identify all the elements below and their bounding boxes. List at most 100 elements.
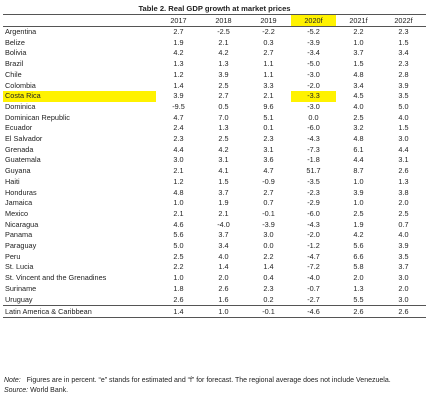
value-cell: -3.5	[307, 176, 320, 186]
value-cell: 4.4	[398, 144, 409, 154]
value-cell: 2.6	[336, 305, 381, 319]
value-cell: 1.1	[263, 59, 274, 69]
value-cell: 2.2	[263, 251, 274, 261]
value-cell: 2.6	[381, 305, 426, 319]
value-cell: 3.4	[353, 80, 364, 90]
value-cell: 3.3	[263, 80, 274, 90]
value-cell: -7.2	[307, 262, 320, 272]
value-cell: 0.3	[263, 37, 274, 47]
value-cell: 1.0	[353, 176, 364, 186]
value-cell: 1.0	[173, 198, 184, 208]
value-cell: 2.3	[398, 59, 409, 69]
value-cell: 2.7	[263, 48, 274, 58]
country-cell: Guyana	[5, 166, 31, 176]
value-cell: 2.6	[398, 166, 409, 176]
value-cell: 2.0	[398, 198, 409, 208]
value-cell: 3.0	[173, 155, 184, 165]
value-cell: 0.0	[263, 241, 274, 251]
value-cell: 3.1	[218, 155, 229, 165]
value-cell: 2.0	[398, 283, 409, 293]
value-cell: -4.3	[307, 219, 320, 229]
value-cell: 1.5	[398, 123, 409, 133]
country-cell: Chile	[5, 69, 22, 79]
value-cell: 3.9	[398, 80, 409, 90]
value-cell: -2.0	[307, 230, 320, 240]
value-cell: 2.7	[218, 91, 229, 101]
value-cell: -4.3	[307, 134, 320, 144]
value-cell: -2.2	[262, 27, 275, 36]
value-cell: -2.3	[307, 187, 320, 197]
country-cell: Bolivia	[5, 48, 27, 58]
value-cell: 1.8	[173, 283, 184, 293]
value-cell: 4.2	[173, 48, 184, 58]
value-cell: 1.2	[173, 69, 184, 79]
value-cell: -3.9	[262, 219, 275, 229]
header-row: 2017 2018 2019 2020f 2021f 2022f	[3, 14, 426, 27]
value-cell: 5.1	[263, 112, 274, 122]
value-cell: 2.6	[218, 283, 229, 293]
value-cell: 1.3	[353, 283, 364, 293]
value-cell: 1.3	[173, 59, 184, 69]
country-cell: Costa Rica	[3, 91, 156, 102]
value-cell: 1.6	[218, 294, 229, 304]
country-cell: Ecuador	[5, 123, 33, 133]
table-title: Table 2. Real GDP growth at market price…	[138, 4, 291, 13]
value-cell: 5.0	[173, 241, 184, 251]
country-cell: Grenada	[5, 144, 34, 154]
value-cell: 2.5	[353, 208, 364, 218]
value-cell: 2.8	[398, 69, 409, 79]
value-cell: 3.7	[353, 48, 364, 58]
country-cell: Latin America & Caribbean	[3, 305, 156, 319]
value-cell: 2.5	[353, 112, 364, 122]
table-row: El Salvador 2.3 2.5 2.3 -4.3 4.8 3.0	[3, 134, 426, 145]
table-row: Haiti 1.2 1.5 -0.9 -3.5 1.0 1.3	[3, 177, 426, 188]
value-cell: 4.0	[398, 230, 409, 240]
table-row: Guyana 2.1 4.1 4.7 51.7 8.7 2.6	[3, 166, 426, 177]
value-cell: 1.0	[201, 305, 246, 319]
country-cell: Jamaica	[5, 198, 33, 208]
value-cell: 4.1	[218, 166, 229, 176]
value-cell: -5.0	[307, 59, 320, 69]
value-cell: -4.7	[307, 251, 320, 261]
table-row: Suriname 1.8 2.6 2.3 -0.7 1.3 2.0	[3, 284, 426, 295]
value-cell: -2.0	[307, 80, 320, 90]
value-cell: 3.7	[398, 262, 409, 272]
country-cell: Nicaragua	[5, 219, 39, 229]
value-cell: 0.0	[308, 112, 319, 122]
country-cell: Brazil	[5, 59, 24, 69]
value-cell: 9.6	[263, 101, 274, 111]
value-cell: 4.8	[353, 69, 364, 79]
value-cell: -1.8	[307, 155, 320, 165]
value-cell: 4.7	[263, 166, 274, 176]
value-cell: 1.9	[173, 37, 184, 47]
table-row: Bolivia 4.2 4.2 2.7 -3.4 3.7 3.4	[3, 48, 426, 59]
value-cell: -6.0	[307, 208, 320, 218]
table-row: Ecuador 2.4 1.3 0.1 -6.0 3.2 1.5	[3, 123, 426, 134]
country-cell: St. Lucia	[5, 262, 34, 272]
value-cell: 3.9	[173, 91, 184, 101]
value-cell: -6.0	[307, 123, 320, 133]
value-cell: -4.6	[291, 305, 336, 319]
value-cell: 6.6	[353, 251, 364, 261]
value-cell: 3.5	[398, 251, 409, 261]
country-cell: St. Vincent and the Grenadines	[5, 273, 107, 283]
header-cell-2017: 2017	[156, 14, 201, 27]
value-cell: -3.3	[291, 91, 336, 102]
value-cell: -9.5	[172, 101, 185, 111]
table-row: Guatemala 3.0 3.1 3.6 -1.8 4.4 3.1	[3, 155, 426, 166]
value-cell: 4.4	[173, 144, 184, 154]
value-cell: 4.0	[218, 251, 229, 261]
value-cell: 2.3	[263, 283, 274, 293]
value-cell: 2.3	[398, 27, 409, 36]
country-cell: Uruguay	[5, 294, 33, 304]
table-row: Colombia 1.4 2.5 3.3 -2.0 3.4 3.9	[3, 81, 426, 92]
value-cell: 1.9	[353, 219, 364, 229]
value-cell: 2.2	[173, 262, 184, 272]
value-cell: 2.2	[353, 27, 364, 36]
value-cell: -0.9	[262, 176, 275, 186]
value-cell: 1.2	[173, 176, 184, 186]
value-cell: 3.7	[218, 230, 229, 240]
value-cell: 3.4	[218, 241, 229, 251]
value-cell: 3.5	[398, 91, 409, 101]
